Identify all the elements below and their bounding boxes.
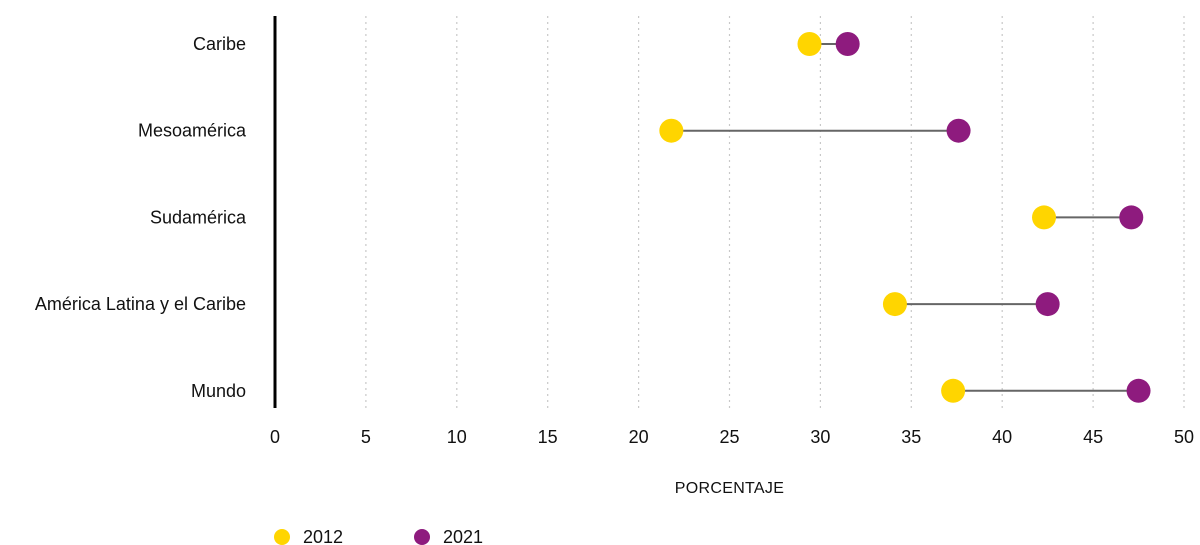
data-points: [659, 32, 1151, 403]
x-tick-label: 15: [538, 427, 558, 447]
category-label: Caribe: [193, 34, 246, 54]
point-2012: [1032, 205, 1057, 230]
x-tick-label: 0: [270, 427, 280, 447]
x-tick-label: 10: [447, 427, 467, 447]
category-label: América Latina y el Caribe: [35, 294, 246, 314]
category-labels: Caribe Mesoamérica Sudamérica América Latin…: [35, 34, 247, 401]
legend-label-2021: 2021: [443, 527, 483, 545]
connectors: [671, 43, 1139, 392]
category-label: Sudamérica: [150, 207, 247, 227]
legend-swatch-2012: [274, 529, 290, 545]
x-tick-label: 5: [361, 427, 371, 447]
legend: 2012 2021: [274, 527, 483, 545]
point-2012: [659, 118, 684, 143]
x-tick-label: 50: [1174, 427, 1194, 447]
x-tick-label: 20: [629, 427, 649, 447]
point-2021: [946, 118, 971, 143]
legend-swatch-2021: [414, 529, 430, 545]
x-tick-label: 25: [719, 427, 739, 447]
point-2012: [797, 32, 822, 56]
point-2021: [1035, 292, 1060, 317]
legend-label-2012: 2012: [303, 527, 343, 545]
x-tick-label: 45: [1083, 427, 1103, 447]
point-2012: [882, 292, 907, 317]
point-2012: [941, 378, 966, 403]
x-tick-label: 40: [992, 427, 1012, 447]
x-tick-label: 30: [810, 427, 830, 447]
point-2021: [1119, 205, 1144, 230]
point-2021: [835, 32, 860, 56]
category-label: Mundo: [191, 381, 246, 401]
point-2021: [1126, 378, 1151, 403]
x-tick-labels: 0 5 10 15 20 25 30 35 40 45 50: [270, 427, 1194, 447]
grid-lines: [365, 16, 1185, 408]
x-tick-label: 35: [901, 427, 921, 447]
x-axis-title: PORCENTAJE: [675, 480, 784, 497]
category-label: Mesoamérica: [138, 121, 247, 141]
